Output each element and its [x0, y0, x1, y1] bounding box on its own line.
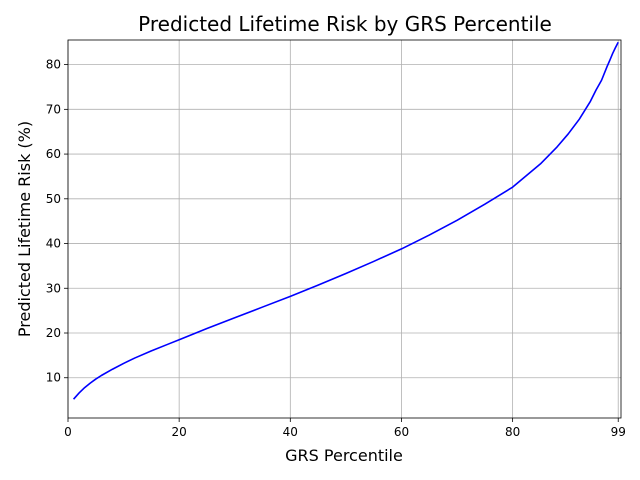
y-axis-label: Predicted Lifetime Risk (%): [15, 121, 34, 337]
x-axis-label: GRS Percentile: [285, 446, 403, 465]
x-tick-label: 20: [172, 425, 187, 439]
y-tick-label: 70: [46, 102, 61, 116]
y-tick-label: 10: [46, 371, 61, 385]
plot-frame: [67, 39, 622, 419]
y-axis-ticks: 10 20 30 40 50 60 70 80: [46, 58, 68, 385]
chart-title: Predicted Lifetime Risk by GRS Percentil…: [138, 12, 552, 36]
x-tick-label: 0: [64, 425, 72, 439]
x-tick-label: 80: [505, 425, 520, 439]
y-tick-label: 60: [46, 147, 61, 161]
y-tick-label: 80: [46, 58, 61, 72]
y-tick-label: 30: [46, 281, 61, 295]
x-tick-label: 60: [394, 425, 409, 439]
y-tick-label: 50: [46, 192, 61, 206]
y-tick-label: 20: [46, 326, 61, 340]
y-tick-label: 40: [46, 237, 61, 251]
grid-lines: [67, 40, 621, 418]
series-line: [72, 41, 619, 400]
x-axis-ticks: 0 20 40 60 80 99: [64, 418, 626, 439]
x-tick-label: 40: [283, 425, 298, 439]
series-layer: [72, 41, 619, 400]
x-tick-label: 99: [611, 425, 626, 439]
